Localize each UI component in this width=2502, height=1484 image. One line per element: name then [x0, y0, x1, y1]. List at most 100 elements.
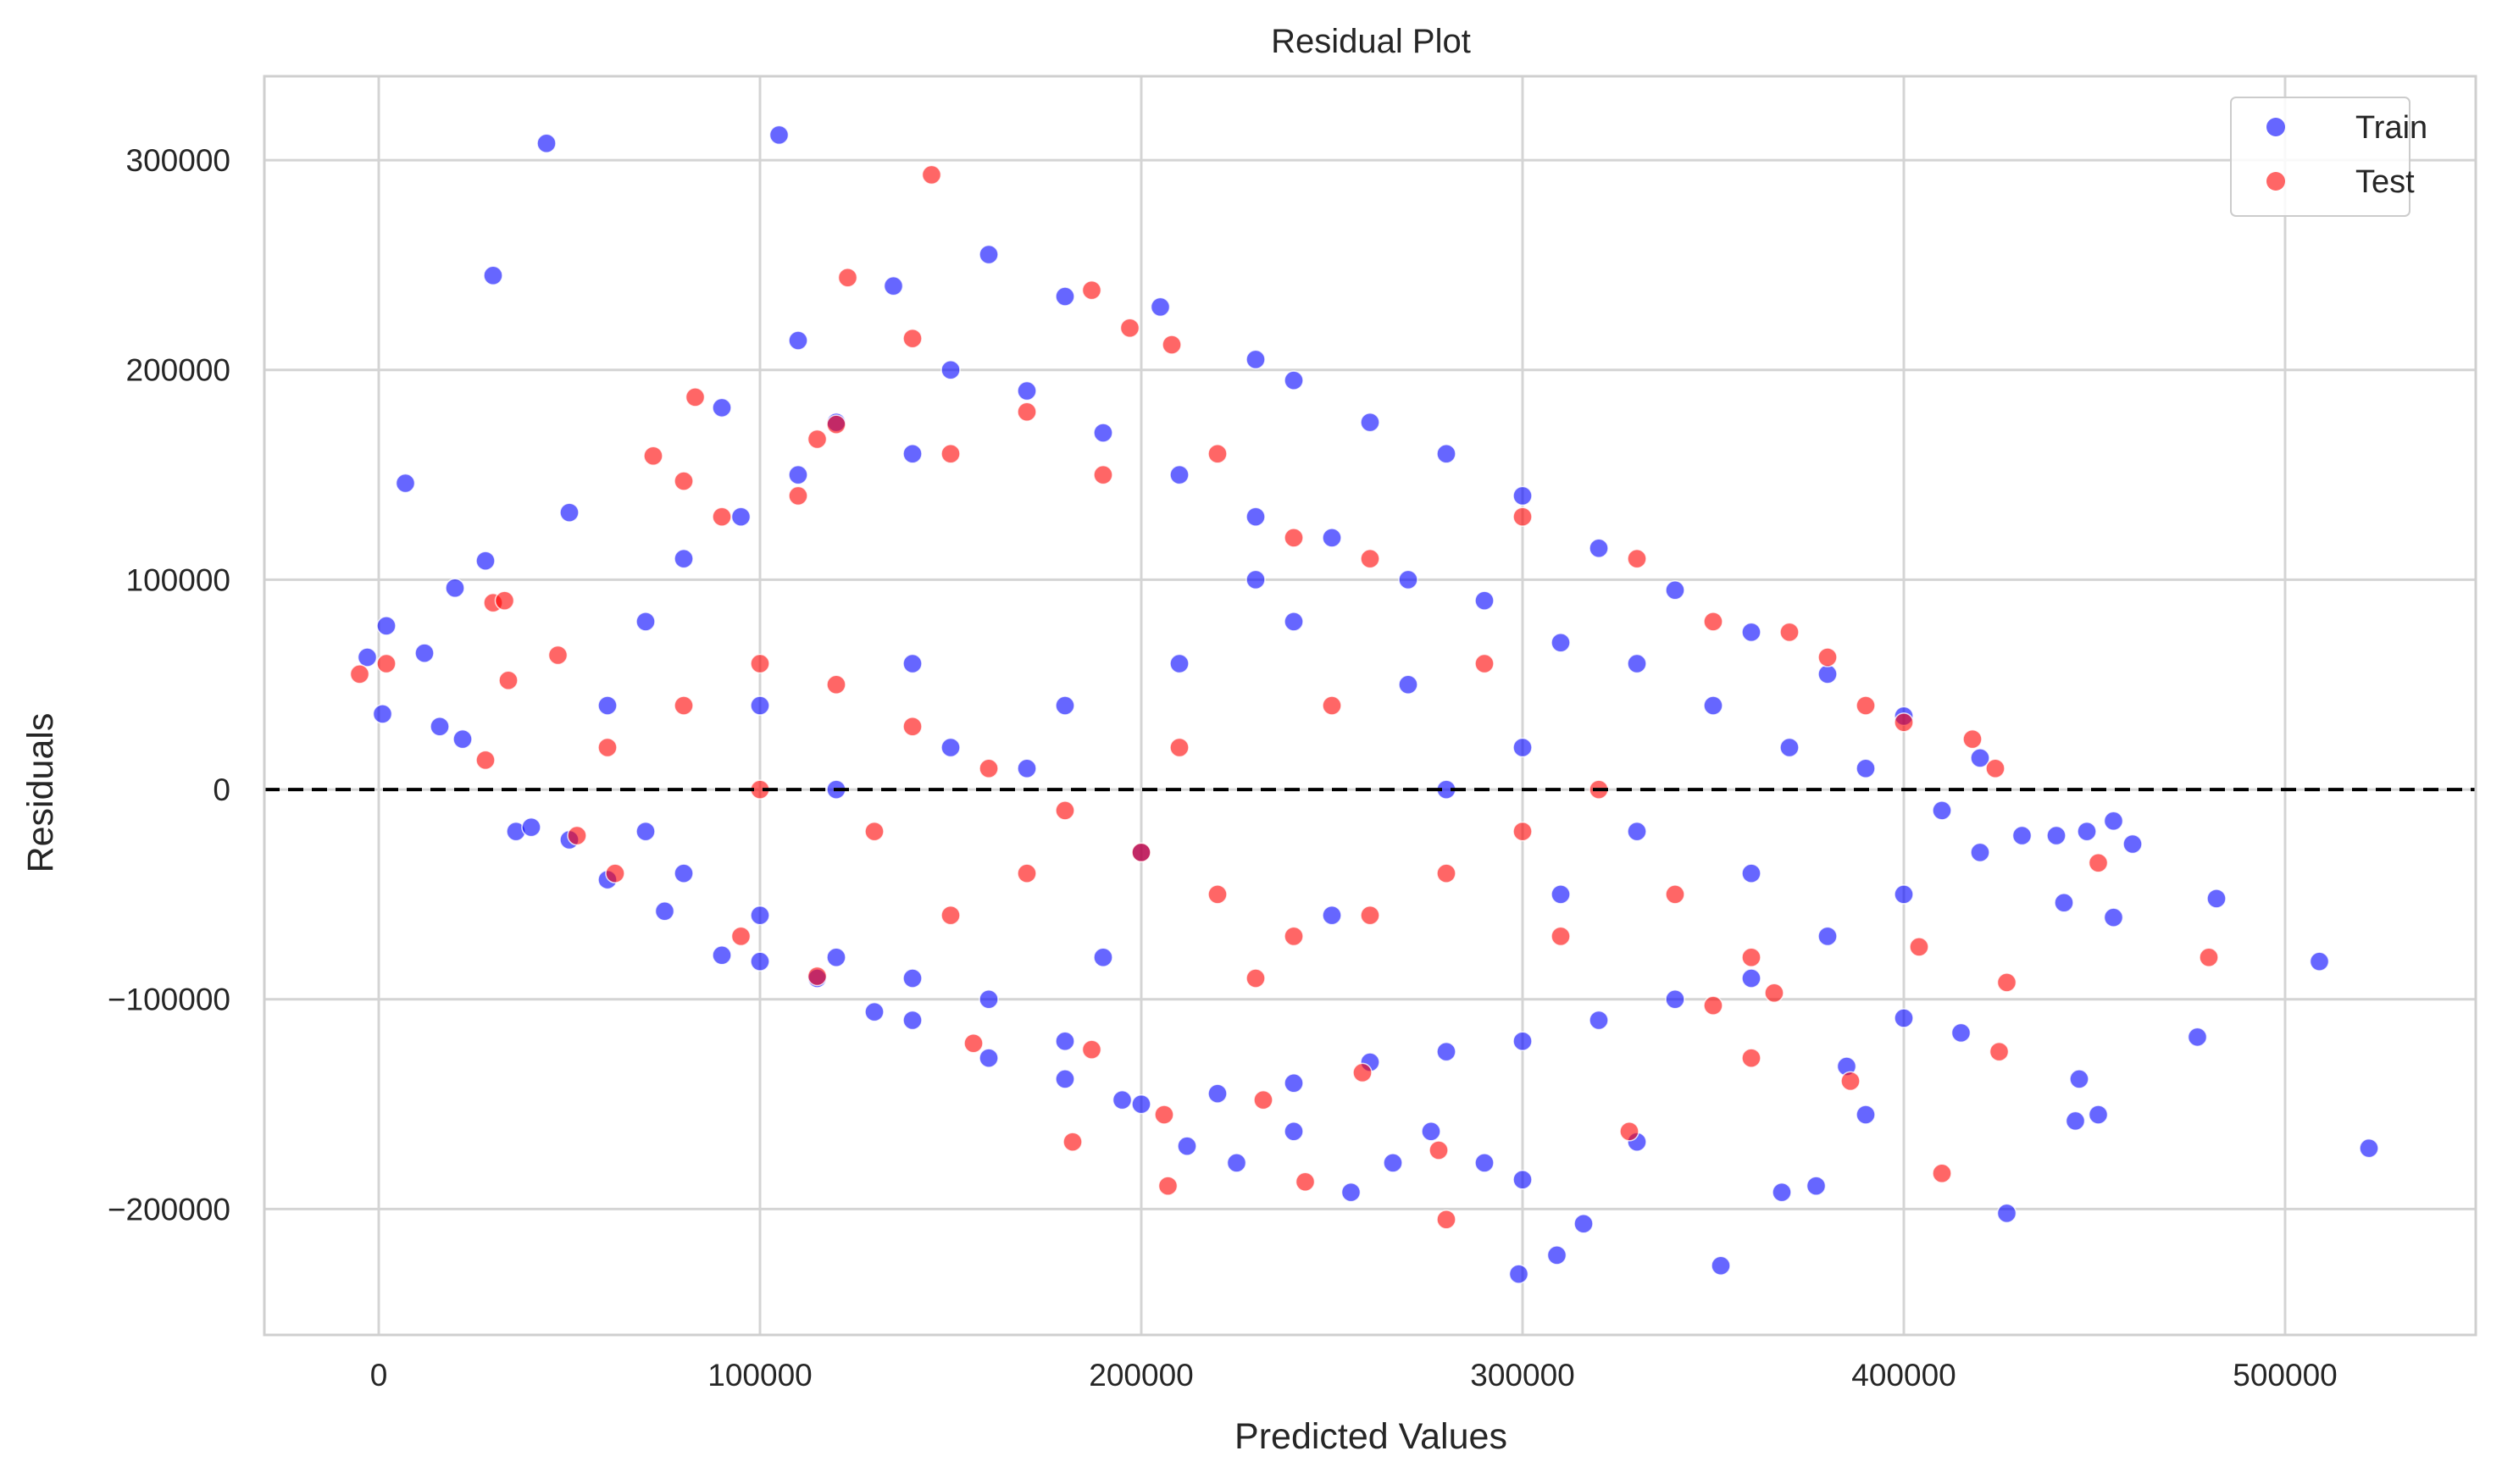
y-tick-label: −200000 [108, 1192, 230, 1227]
train-point [1741, 863, 1761, 883]
train-point [1573, 1213, 1594, 1234]
train-point [521, 817, 541, 838]
x-axis-label: Predicted Values [1234, 1416, 1507, 1457]
train-point [1512, 1169, 1533, 1190]
x-tick-label: 500000 [2233, 1358, 2337, 1393]
train-point [750, 695, 770, 716]
train-point [475, 551, 496, 571]
train-point [1093, 947, 1113, 967]
train-point [826, 947, 846, 967]
test-point [597, 737, 618, 758]
train-point [1665, 580, 1685, 601]
test-point [940, 905, 961, 926]
train-point [768, 125, 790, 146]
train-point [1436, 1041, 1456, 1062]
train-point [1512, 485, 1533, 507]
train-point [1546, 1245, 1567, 1265]
train-point [1226, 1153, 1247, 1173]
train-point [654, 900, 675, 922]
y-tick-labels: −200000 −100000 0 100000 200000 300000 [108, 143, 230, 1227]
train-point [750, 905, 770, 926]
train-point [1245, 569, 1266, 590]
train-point [1996, 1203, 2017, 1224]
train-point [979, 988, 999, 1010]
train-point [750, 951, 770, 972]
test-point [1081, 1039, 1102, 1060]
test-point [1741, 947, 1761, 967]
train-point [1817, 664, 1838, 684]
train-point [1398, 674, 1418, 695]
train-point [1627, 653, 1647, 674]
test-point [921, 164, 942, 186]
test-point [1962, 728, 1983, 750]
test-point [979, 758, 999, 779]
train-point [940, 737, 961, 758]
train-point [2065, 1110, 2086, 1132]
train-point [712, 397, 732, 418]
grid-layer [264, 76, 2476, 1335]
legend-test-marker [2266, 172, 2285, 191]
train-point [1055, 695, 1075, 716]
train-point [597, 695, 618, 716]
test-point [1360, 548, 1380, 569]
train-point [788, 464, 808, 485]
train-point [1322, 905, 1342, 926]
test-point [567, 825, 587, 846]
train-point [1950, 1022, 1972, 1044]
y-tick-label: −100000 [108, 983, 230, 1017]
train-point [1150, 296, 1171, 318]
train-point [902, 968, 923, 988]
test-point [940, 444, 961, 464]
test-point [730, 926, 752, 947]
train-point [1856, 758, 1876, 779]
test-point [2088, 853, 2109, 873]
test-point [1985, 758, 2005, 779]
train-point [1551, 632, 1571, 653]
train-point [979, 244, 999, 265]
train-point [1894, 1008, 1914, 1028]
train-point [1017, 380, 1037, 401]
train-point [2103, 907, 2124, 928]
train-point [1665, 988, 1685, 1010]
test-point [837, 268, 858, 288]
test-point [376, 653, 397, 674]
test-point [1989, 1041, 2010, 1062]
test-point [1703, 612, 1723, 632]
test-point [1436, 863, 1456, 883]
test-point [902, 717, 923, 737]
test-point [349, 664, 370, 684]
train-point [376, 616, 397, 636]
train-point [1970, 748, 1990, 768]
train-point [635, 821, 656, 842]
test-point [674, 471, 694, 491]
train-point [2103, 811, 2124, 831]
train-point [1055, 1069, 1075, 1089]
test-point [1512, 821, 1533, 842]
test-point [1764, 983, 1784, 1004]
train-point [1436, 444, 1456, 464]
train-series [357, 125, 2379, 1284]
test-point [1322, 695, 1342, 716]
train-point [1589, 1010, 1609, 1031]
train-point [940, 359, 961, 380]
train-point [1856, 1105, 1876, 1125]
train-point [2046, 825, 2067, 846]
x-tick-label: 300000 [1470, 1358, 1574, 1393]
train-point [1779, 737, 1800, 758]
test-point [807, 429, 828, 450]
y-tick-label: 100000 [126, 562, 230, 597]
test-point [494, 590, 515, 611]
train-point [864, 1001, 885, 1022]
train-point [1245, 349, 1266, 370]
test-point [1131, 842, 1151, 863]
y-tick-label: 0 [213, 772, 230, 807]
train-point [1284, 1121, 1304, 1142]
x-tick-label: 400000 [1851, 1358, 1956, 1393]
train-point [1474, 590, 1495, 611]
test-point [826, 414, 846, 435]
train-point [452, 728, 473, 750]
train-point [2122, 833, 2143, 855]
train-point [2069, 1069, 2089, 1089]
test-point [1996, 972, 2017, 993]
